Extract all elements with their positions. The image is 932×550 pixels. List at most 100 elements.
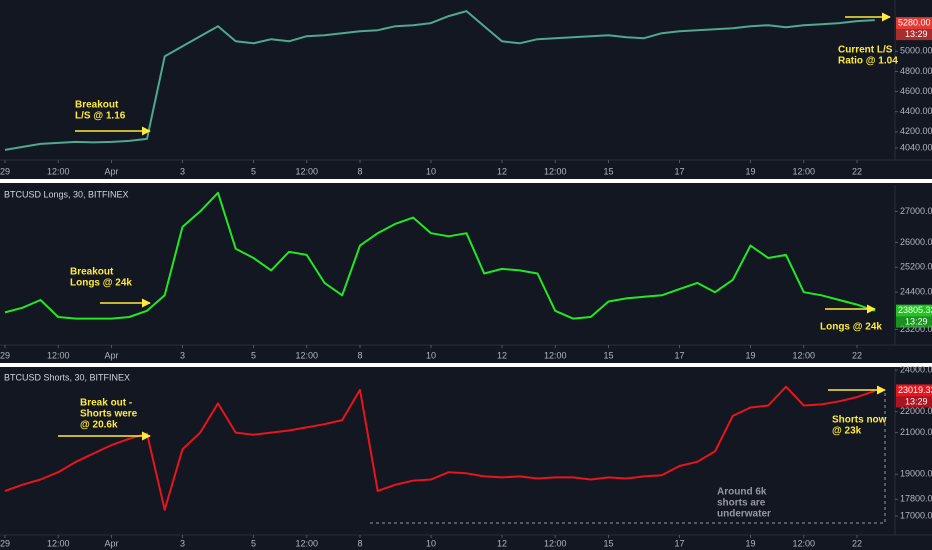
y-tick-label: 4600.00 bbox=[900, 86, 932, 96]
x-tick-label: 10 bbox=[426, 166, 436, 176]
x-tick-label: 5 bbox=[251, 350, 256, 360]
x-tick-label: 12:00 bbox=[295, 350, 318, 360]
x-tick-label: 12:00 bbox=[295, 166, 318, 176]
x-tick-label: 5 bbox=[251, 166, 256, 176]
x-tick-label: 12:00 bbox=[544, 350, 567, 360]
series-line bbox=[4, 10, 875, 151]
x-tick-label: 12:00 bbox=[295, 538, 318, 548]
annotation: Ratio @ 1.04 bbox=[838, 56, 898, 67]
x-tick-label: 3 bbox=[180, 166, 185, 176]
x-tick-label: 19 bbox=[745, 538, 755, 548]
x-tick-label: 15 bbox=[603, 538, 613, 548]
time-marker-label: 13:29 bbox=[905, 317, 928, 327]
annotation: Longs @ 24k bbox=[820, 322, 882, 333]
annotation: underwater bbox=[717, 509, 771, 520]
x-tick-label: 15 bbox=[603, 166, 613, 176]
annotation: Longs @ 24k bbox=[70, 278, 132, 289]
x-tick-label: 17 bbox=[674, 538, 684, 548]
separator bbox=[0, 363, 932, 367]
y-tick-label: 23200.0000 bbox=[900, 324, 932, 334]
x-tick-label: Apr bbox=[104, 538, 118, 548]
x-tick-label: 29 bbox=[0, 166, 10, 176]
x-tick-label: 12:00 bbox=[792, 350, 815, 360]
x-tick-label: 12:00 bbox=[544, 538, 567, 548]
x-tick-label: 12 bbox=[497, 350, 507, 360]
x-tick-label: Apr bbox=[104, 350, 118, 360]
x-tick-label: 19 bbox=[745, 350, 755, 360]
y-tick-label: 4400.00 bbox=[900, 106, 932, 116]
x-tick-label: 22 bbox=[852, 538, 862, 548]
y-tick-label: 17800.0000 bbox=[900, 494, 932, 504]
price-marker-label: 23805.3361 bbox=[898, 305, 932, 315]
x-tick-label: 17 bbox=[674, 166, 684, 176]
x-tick-label: 5 bbox=[251, 538, 256, 548]
separator bbox=[0, 179, 932, 183]
x-tick-label: 8 bbox=[357, 350, 362, 360]
time-marker-label: 13:29 bbox=[905, 396, 928, 406]
y-tick-label: 24400.0000 bbox=[900, 287, 932, 297]
y-tick-label: 24000.0000 bbox=[900, 364, 932, 374]
annotation: @ 20.6k bbox=[80, 420, 118, 431]
x-tick-label: 8 bbox=[357, 538, 362, 548]
annotation: Breakout bbox=[75, 100, 119, 111]
series-line bbox=[4, 385, 876, 511]
x-tick-label: 10 bbox=[426, 350, 436, 360]
x-tick-label: 12:00 bbox=[792, 166, 815, 176]
series-line bbox=[4, 191, 876, 320]
y-tick-label: 25200.0000 bbox=[900, 262, 932, 272]
x-tick-label: 29 bbox=[0, 350, 10, 360]
x-tick-label: 12:00 bbox=[792, 538, 815, 548]
x-tick-label: 22 bbox=[852, 350, 862, 360]
y-tick-label: 4800.00 bbox=[900, 66, 932, 76]
price-marker-label: 5280.00 bbox=[898, 18, 931, 28]
time-marker bbox=[896, 29, 932, 41]
x-tick-label: 3 bbox=[180, 350, 185, 360]
panel-title: BTCUSD Longs, 30, BITFINEX bbox=[4, 189, 129, 199]
y-tick-label: 4200.00 bbox=[900, 126, 932, 136]
annotation: @ 23k bbox=[832, 426, 862, 437]
y-tick-label: 26000.0000 bbox=[900, 237, 932, 247]
time-marker bbox=[896, 316, 932, 328]
time-marker-label: 13:29 bbox=[905, 29, 928, 39]
y-tick-label: 4040.00 bbox=[900, 142, 932, 152]
x-tick-label: 17 bbox=[674, 350, 684, 360]
annotation: L/S @ 1.16 bbox=[75, 111, 126, 122]
annotation: Shorts now bbox=[832, 415, 887, 426]
x-tick-label: 12 bbox=[497, 166, 507, 176]
x-tick-label: 22 bbox=[852, 166, 862, 176]
x-tick-label: 3 bbox=[180, 538, 185, 548]
y-tick-label: 21000.0000 bbox=[900, 427, 932, 437]
x-tick-label: 19 bbox=[745, 166, 755, 176]
y-tick-label: 5000.00 bbox=[900, 46, 932, 56]
dashed-box bbox=[370, 392, 886, 524]
price-marker bbox=[896, 384, 932, 397]
x-tick-label: 12:00 bbox=[544, 166, 567, 176]
x-tick-label: 12:00 bbox=[47, 166, 70, 176]
y-tick-label: 27000.0000 bbox=[900, 206, 932, 216]
panel-title: BTCUSD Shorts, 30, BITFINEX bbox=[4, 372, 130, 382]
y-tick-label: 17000.0000 bbox=[900, 510, 932, 520]
annotation: Current L/S bbox=[838, 45, 893, 56]
annotation: Shorts were bbox=[80, 409, 138, 420]
price-marker bbox=[896, 17, 932, 30]
time-marker bbox=[896, 396, 932, 408]
annotation: Around 6k bbox=[717, 487, 767, 498]
x-tick-label: 15 bbox=[603, 350, 613, 360]
x-tick-label: 29 bbox=[0, 538, 10, 548]
annotation: Break out - bbox=[80, 398, 132, 409]
price-marker bbox=[896, 304, 932, 317]
price-marker-label: 23019.3352 bbox=[898, 385, 932, 395]
y-tick-label: 22000.0000 bbox=[900, 406, 932, 416]
annotation: Breakout bbox=[70, 267, 114, 278]
x-tick-label: 8 bbox=[357, 166, 362, 176]
annotation: shorts are bbox=[717, 498, 766, 509]
x-tick-label: Apr bbox=[104, 166, 118, 176]
x-tick-label: 12:00 bbox=[47, 350, 70, 360]
x-tick-label: 12 bbox=[497, 538, 507, 548]
x-tick-label: 12:00 bbox=[47, 538, 70, 548]
x-tick-label: 10 bbox=[426, 538, 436, 548]
y-tick-label: 19000.0000 bbox=[900, 469, 932, 479]
